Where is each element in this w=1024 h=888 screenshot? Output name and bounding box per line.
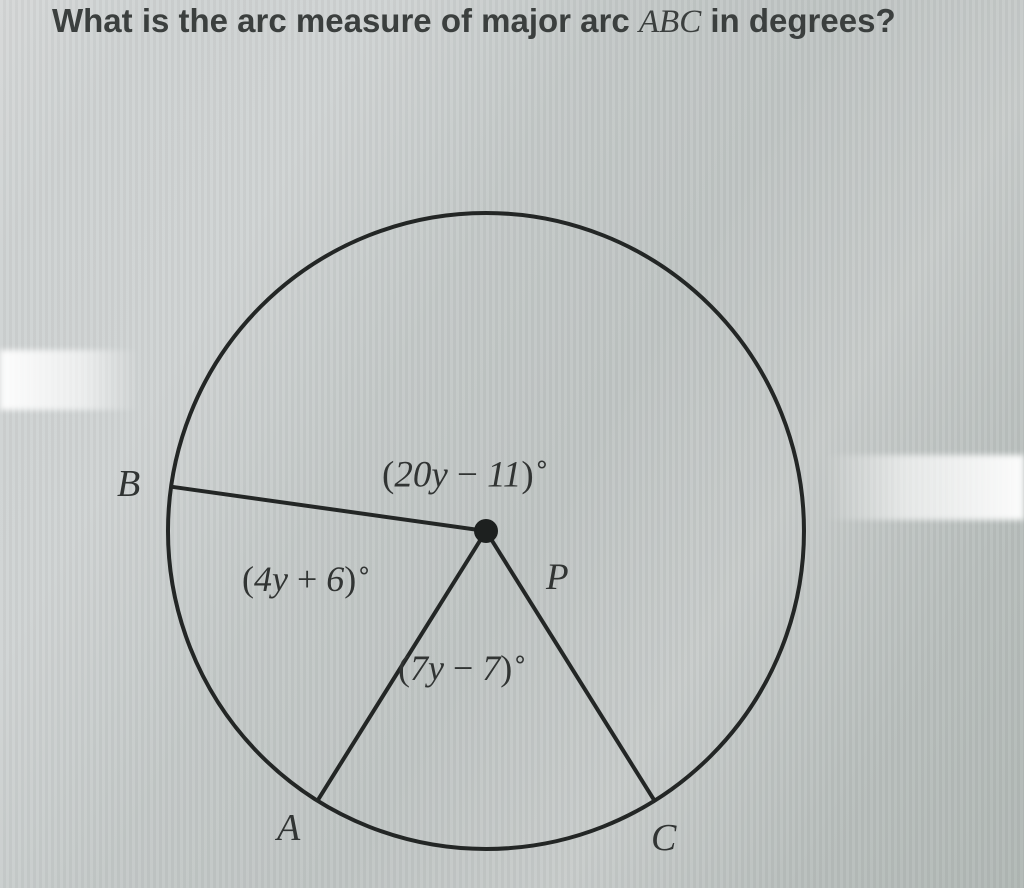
label-P: P [546,556,569,599]
label-C: C [651,816,676,860]
angle-expr-left: (4y + 6)∘ [242,555,372,600]
angle-expr-right: (7y − 7)∘ [398,644,528,689]
diagram-svg [0,0,1024,888]
angle-expr-top: (20y − 11)∘ [382,450,550,496]
circle-diagram [0,0,1024,888]
center-point-P [474,519,498,543]
label-A: A [277,806,300,850]
label-B: B [117,462,140,506]
page-root: What is the arc measure of major arc ABC… [0,0,1024,888]
